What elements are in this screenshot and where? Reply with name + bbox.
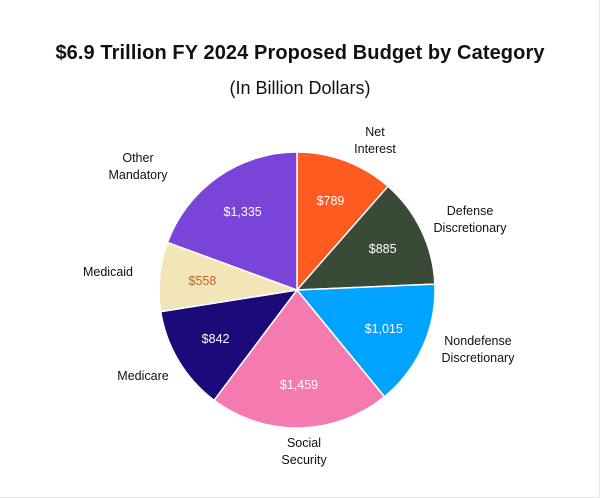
- pie-category-label-2: Nondefense Discretionary: [442, 334, 516, 365]
- pie-slice-0: [296, 151, 390, 292]
- pie-category-label-line: Discretionary: [442, 351, 516, 365]
- chart-title: $6.9 Trillion FY 2024 Proposed Budget by…: [55, 42, 545, 64]
- pie-category-label-line: Net: [365, 125, 385, 139]
- pie-slice-1: [295, 185, 436, 291]
- pie-category-label-line: Medicaid: [83, 265, 133, 279]
- pie-value-labels: $789 $885 $1,015 $1,459 $842 $558 $1,335: [189, 194, 403, 392]
- pie-slice-6: [166, 151, 298, 292]
- pie-category-label-line: Discretionary: [434, 221, 508, 235]
- pie-category-label-line: Social: [287, 436, 321, 450]
- pie-slice-3: [212, 288, 386, 429]
- chart-subtitle: (In Billion Dollars): [229, 78, 371, 98]
- pie-category-label-line: Mandatory: [108, 168, 168, 182]
- pie-category-label-4: Medicare: [117, 369, 168, 383]
- pie-category-label-line: Medicare: [117, 369, 168, 383]
- pie-value-label-6: $1,335: [224, 205, 262, 219]
- pie-category-label-1: Defense Discretionary: [434, 204, 508, 235]
- pie-category-label-line: Other: [122, 151, 153, 165]
- pie-slices: [158, 151, 436, 429]
- pie-value-label-1: $885: [369, 242, 397, 256]
- pie-category-label-5: Medicaid: [83, 265, 133, 279]
- pie-value-label-2: $1,015: [365, 322, 403, 336]
- pie-category-label-0: Net Interest: [354, 125, 396, 156]
- pie-category-label-line: Security: [281, 453, 327, 467]
- pie-slice-4: [159, 288, 299, 402]
- pie-value-label-5: $558: [189, 274, 217, 288]
- pie-category-label-line: Nondefense: [444, 334, 511, 348]
- pie-slice-2: [295, 283, 436, 398]
- pie-value-label-3: $1,459: [280, 378, 318, 392]
- pie-value-label-0: $789: [317, 194, 345, 208]
- pie-category-label-3: Social Security: [281, 436, 327, 467]
- pie-category-label-line: Defense: [447, 204, 494, 218]
- pie-category-label-6: Other Mandatory: [108, 151, 168, 182]
- pie-value-label-4: $842: [202, 332, 230, 346]
- pie-category-label-line: Interest: [354, 142, 396, 156]
